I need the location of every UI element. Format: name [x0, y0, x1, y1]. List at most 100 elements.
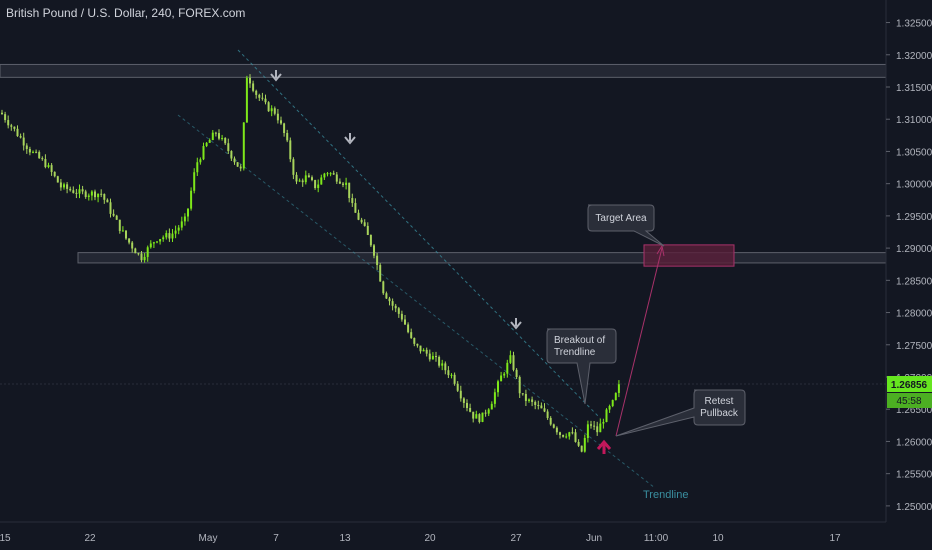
candle	[574, 429, 577, 443]
candle-body	[187, 208, 189, 217]
candle-body	[481, 412, 484, 422]
y-tick-label: 1.27500	[896, 341, 932, 352]
candle	[72, 186, 75, 194]
candle	[512, 351, 515, 372]
candle	[481, 412, 484, 423]
candle-body	[106, 199, 109, 203]
candle	[332, 170, 335, 175]
candle-body	[255, 90, 258, 95]
candle-body	[87, 195, 90, 198]
candle	[112, 209, 115, 217]
candle-body	[143, 256, 146, 261]
candle-body	[444, 363, 447, 371]
candle	[419, 345, 422, 354]
candle-body	[528, 399, 530, 401]
candle-body	[230, 151, 233, 159]
candle	[211, 130, 214, 141]
candle	[357, 209, 360, 221]
candle-body	[295, 174, 298, 182]
candle-body	[28, 148, 31, 153]
candle-body	[391, 301, 394, 306]
candle-body	[19, 136, 22, 138]
candle-body	[190, 190, 193, 209]
candle-body	[38, 152, 41, 159]
retest-label-line1: Retest	[705, 396, 734, 407]
candle-body	[475, 414, 478, 419]
breakout-callout[interactable]: Breakout of Trendline	[546, 328, 617, 405]
candle	[227, 138, 230, 154]
candle	[602, 418, 605, 429]
candle-body	[4, 114, 7, 121]
candle-body	[100, 193, 103, 195]
candle-body	[214, 132, 217, 134]
y-tick-label: 1.32000	[896, 51, 932, 62]
y-tick-label: 1.25500	[896, 470, 932, 481]
candle	[524, 389, 527, 406]
x-axis[interactable]: 15 22 May 7 13 20 27 Jun 11:00 10 17	[0, 521, 886, 544]
candle	[354, 198, 357, 213]
trend-channel	[0, 49, 886, 489]
x-tick-label: 7	[273, 533, 279, 544]
candle	[63, 182, 65, 190]
candle-body	[301, 180, 304, 183]
candle-body	[373, 245, 375, 256]
candle-body	[25, 145, 28, 149]
candle	[531, 396, 534, 407]
candle	[81, 185, 84, 195]
breakout-label-line1: Breakout of	[554, 335, 605, 346]
candle-body	[596, 426, 599, 433]
resistance-zone[interactable]	[0, 63, 887, 78]
candle-body	[304, 175, 307, 183]
projection-line	[615, 247, 663, 437]
candle	[444, 361, 447, 375]
candle	[382, 280, 385, 295]
candle-body	[593, 425, 596, 427]
candle-body	[565, 436, 568, 438]
candle-body	[456, 383, 459, 391]
last-price-tag: 1.26856 45:58	[887, 376, 932, 408]
candle	[280, 116, 282, 125]
candle	[162, 235, 165, 242]
candle-body	[41, 158, 44, 160]
down-arrow-icon	[344, 133, 356, 145]
candle	[307, 173, 310, 178]
candle	[472, 411, 475, 423]
candle	[97, 193, 100, 203]
candle-body	[580, 445, 583, 452]
candle	[345, 177, 348, 190]
candle	[69, 186, 72, 192]
candle	[410, 328, 413, 340]
candle	[568, 431, 571, 440]
y-tick-label: 1.25000	[896, 502, 932, 513]
candle	[456, 381, 459, 392]
retest-label-line2: Pullback	[700, 408, 739, 419]
candle	[134, 247, 137, 254]
candle-body	[168, 233, 171, 239]
candle-body	[413, 337, 416, 344]
candle-body	[608, 406, 611, 410]
candle	[168, 228, 171, 242]
retest-callout[interactable]: Retest Pullback	[615, 389, 746, 437]
target-zone[interactable]	[643, 244, 735, 267]
candle	[152, 241, 155, 249]
candle	[546, 409, 549, 420]
candle-body	[233, 158, 236, 163]
candle-body	[500, 375, 503, 382]
candle	[255, 89, 258, 99]
candle-body	[7, 120, 10, 126]
candle	[258, 93, 261, 101]
candle-body	[586, 424, 589, 438]
support-zone[interactable]	[77, 252, 887, 264]
candle-body	[273, 108, 276, 114]
candle	[35, 149, 38, 154]
candle-body	[47, 165, 50, 168]
candle	[4, 111, 7, 123]
target-area-callout[interactable]: Target Area	[587, 204, 665, 247]
y-tick-label: 1.29000	[896, 244, 932, 255]
candle	[28, 146, 31, 156]
candle-body	[459, 390, 462, 399]
candle	[221, 134, 224, 141]
candle-body	[59, 182, 62, 188]
